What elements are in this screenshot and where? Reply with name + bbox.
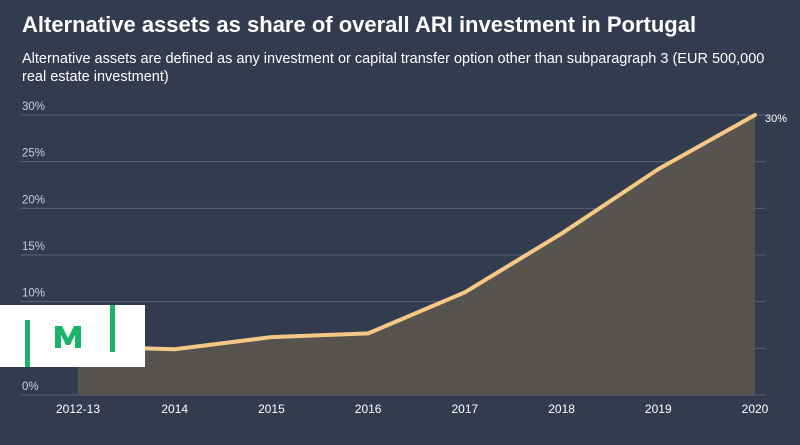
y-tick-label: 0% — [22, 381, 39, 393]
x-tick-label: 2017 — [452, 402, 479, 416]
y-tick-label: 30% — [22, 101, 45, 113]
y-tick-label: 20% — [22, 194, 45, 206]
x-tick-label: 2019 — [645, 402, 672, 416]
data-labels: 30% — [765, 113, 787, 125]
chart-area: 0%5%10%15%20%25%30% 2012-132014201520162… — [0, 0, 800, 445]
x-tick-label: 2020 — [742, 402, 769, 416]
x-axis: 2012-13 2014 2015 2016 2017 2018 2019 2020 — [56, 402, 769, 416]
m-logo-icon — [0, 305, 145, 367]
x-tick-label: 2016 — [355, 402, 382, 416]
x-tick-label: 2015 — [258, 402, 285, 416]
x-tick-label: 2018 — [548, 402, 575, 416]
end-value-label: 30% — [765, 113, 787, 125]
x-tick-label: 2012-13 — [56, 402, 100, 416]
y-tick-label: 10% — [22, 288, 45, 300]
y-tick-label: 15% — [22, 241, 45, 253]
x-tick-label: 2014 — [161, 402, 188, 416]
logo — [0, 305, 145, 367]
y-tick-label: 25% — [22, 148, 45, 160]
